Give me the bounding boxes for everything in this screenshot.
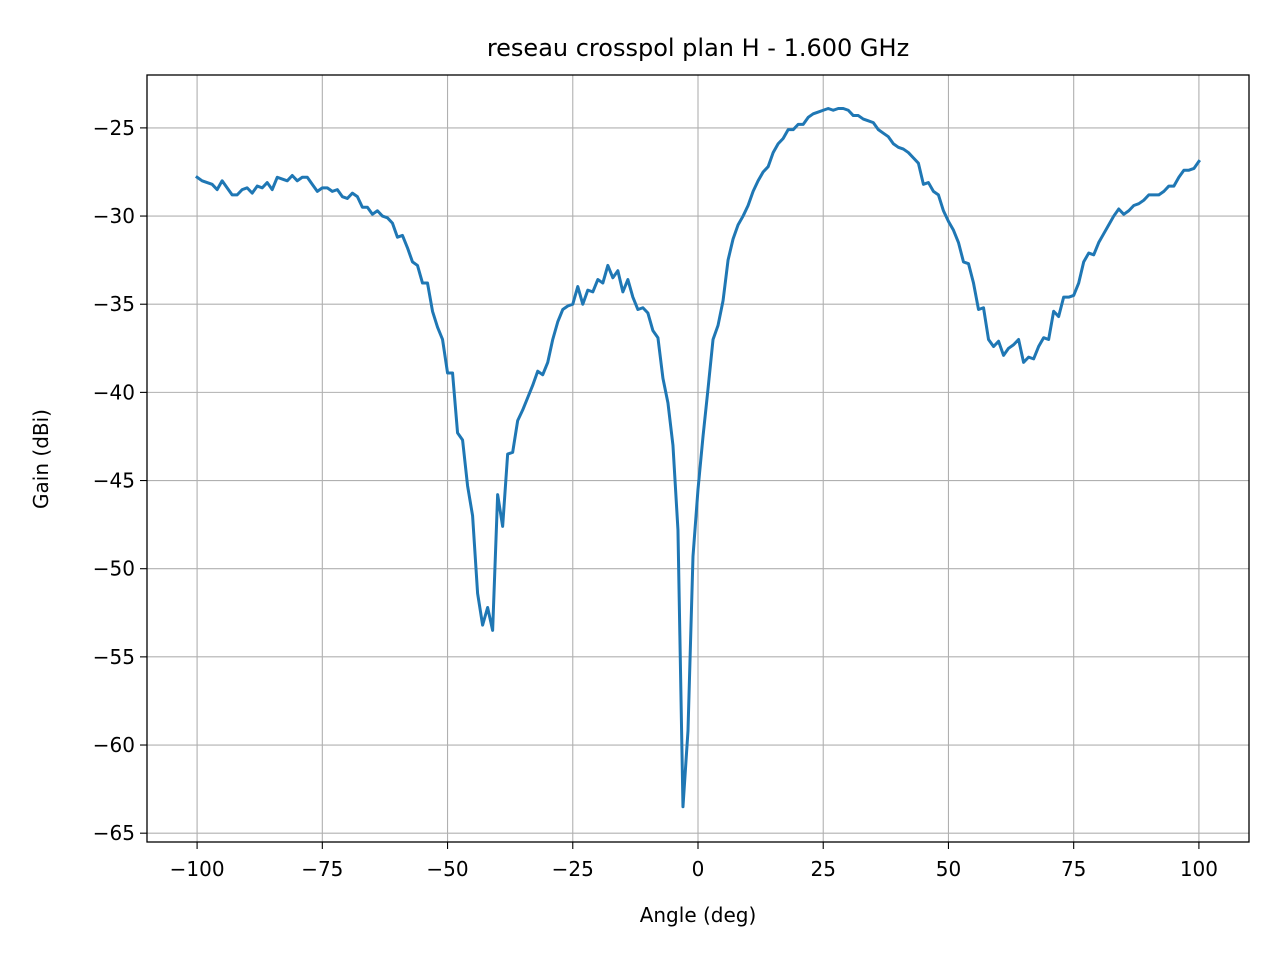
x-tick-label: −25	[552, 857, 594, 881]
y-tick-label: −50	[93, 557, 135, 581]
x-axis-label: Angle (deg)	[640, 903, 757, 927]
x-tick-label: 75	[1061, 857, 1086, 881]
x-tick-label: 25	[811, 857, 836, 881]
x-tick-label: −50	[426, 857, 468, 881]
x-tick-label: −75	[301, 857, 343, 881]
y-tick-label: −60	[93, 733, 135, 757]
chart-title: reseau crosspol plan H - 1.600 GHz	[487, 34, 909, 62]
y-tick-label: −45	[93, 469, 135, 493]
series-line-0	[195, 107, 1202, 809]
series-layer	[195, 107, 1202, 809]
y-tick-label: −40	[93, 380, 135, 404]
x-tick-label: −100	[170, 857, 225, 881]
y-tick-label: −30	[93, 204, 135, 228]
y-tick-label: −35	[93, 292, 135, 316]
y-axis-label: Gain (dBi)	[29, 409, 53, 509]
y-axis: −25 −30 −35 −40 −45 −50 −55 −60 −65	[93, 116, 147, 845]
x-tick-label: 0	[692, 857, 705, 881]
y-tick-label: −65	[93, 821, 135, 845]
y-tick-label: −55	[93, 645, 135, 669]
grid	[147, 75, 1249, 842]
y-tick-label: −25	[93, 116, 135, 140]
x-tick-label: 100	[1180, 857, 1218, 881]
x-axis: −100 −75 −50 −25 0 25 50 75 100	[170, 842, 1218, 881]
x-tick-label: 50	[936, 857, 961, 881]
